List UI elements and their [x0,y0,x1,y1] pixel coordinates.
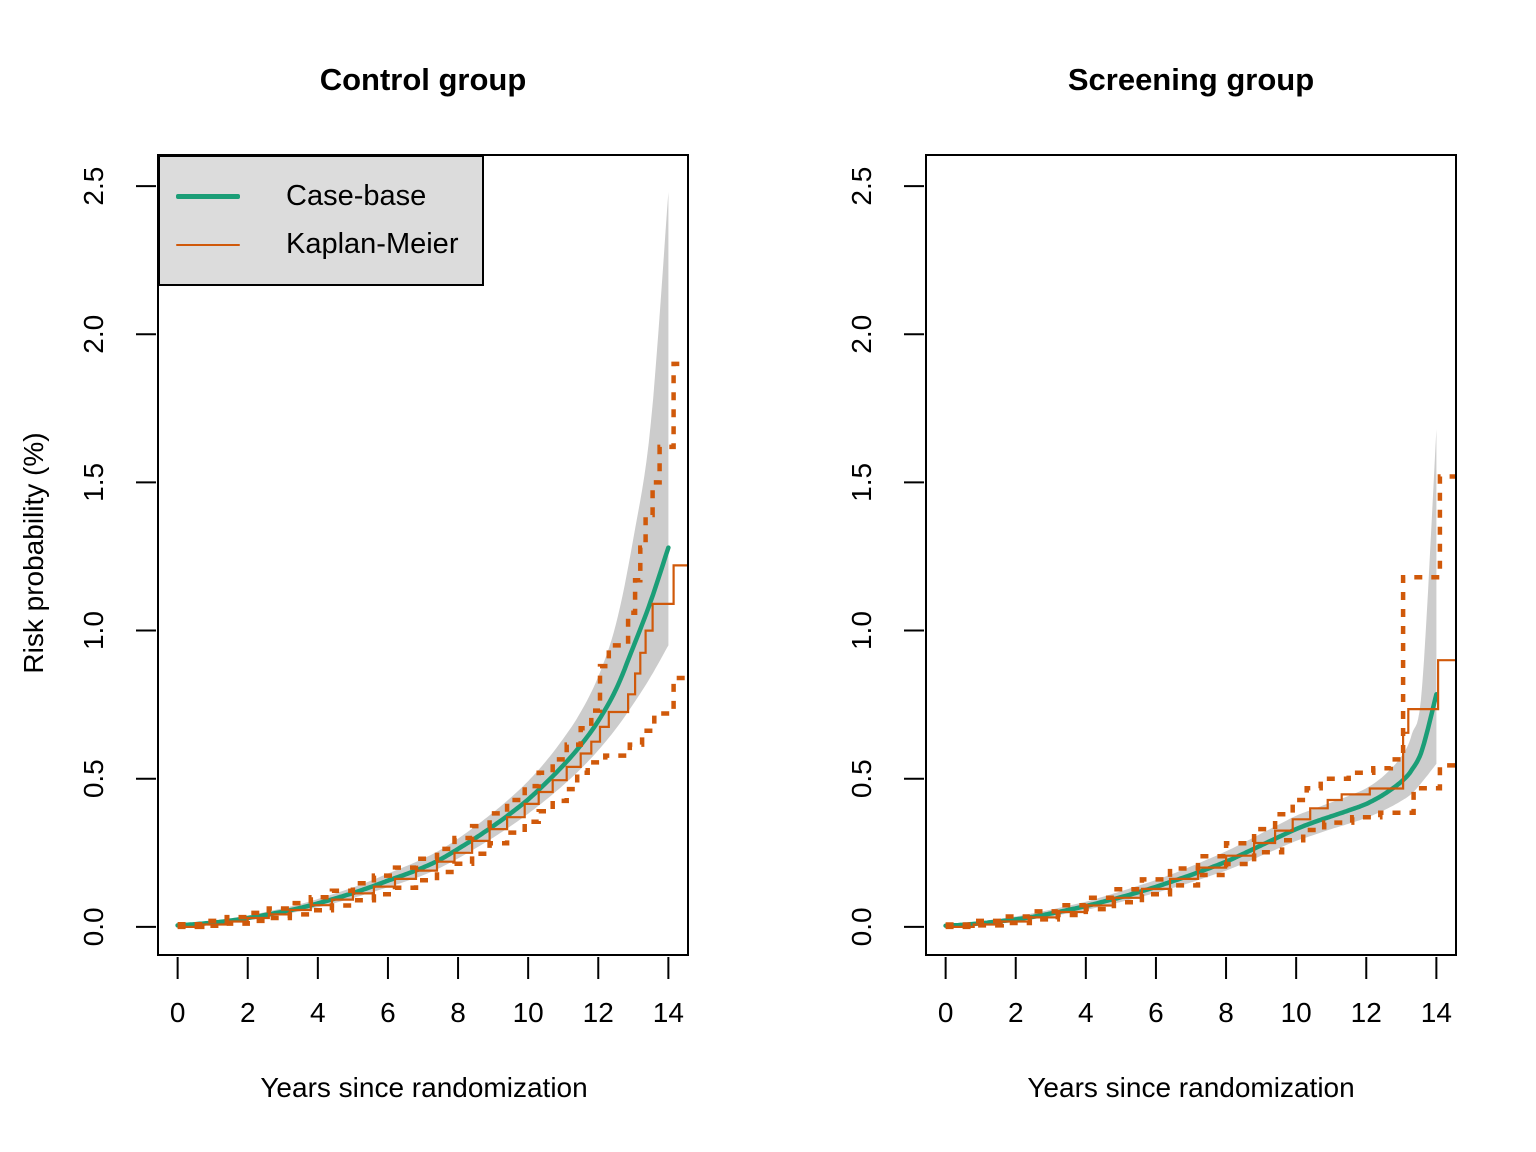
x-axis-title-control: Years since randomization [260,1072,588,1103]
x-tick-label: 12 [583,997,614,1028]
y-axis-title: Risk probability (%) [18,432,49,674]
legend-item-case-base: Case-base [160,180,482,214]
y-tick-label: 1.0 [78,611,109,650]
x-tick-label: 2 [240,997,256,1028]
x-tick-label: 0 [938,997,954,1028]
legend-label-case-base: Case-base [286,180,427,212]
x-tick-label: 6 [1148,997,1164,1028]
case-base-line-icon [160,194,256,199]
x-tick-label: 6 [380,997,396,1028]
y-tick-label: 2.0 [78,315,109,354]
plot-area-screening: 0 2 4 6 8 10 12 14 0.0 0.5 1.0 1.5 2.0 2.5 [846,154,1457,1028]
x-tick-label: 10 [513,997,544,1028]
km-lower-ci-curve [177,675,688,930]
x-tick-label: 12 [1351,997,1382,1028]
y-tick-label: 2.5 [78,167,109,206]
y-tick-label: 0.5 [78,759,109,798]
x-tick-label: 10 [1281,997,1312,1028]
x-tick-label: 14 [653,997,684,1028]
x-axis-title-screening: Years since randomization [1027,1072,1355,1103]
y-tick-label: 1.5 [78,463,109,502]
y-tick-label: 2.0 [846,315,877,354]
kaplan-meier-curve [945,659,1456,928]
x-tick-label: 4 [310,997,326,1028]
km-upper-ci-curve [177,361,688,927]
x-tick-label: 14 [1421,997,1452,1028]
plot-box [925,154,1457,956]
y-tick-label: 2.5 [846,167,877,206]
x-tick-label: 8 [450,997,466,1028]
y-tick-label: 0.5 [846,759,877,798]
plot-area-control: 0 2 4 6 8 10 12 14 0.0 0.5 1.0 1.5 2.0 2.5 [78,154,689,1028]
case-base-confidence-band [177,192,669,926]
kaplan-meier-curve [177,564,688,928]
y-tick-label: 1.0 [846,611,877,650]
x-tick-label: 8 [1218,997,1234,1028]
case-base-curve [175,545,671,928]
x-tick-label: 4 [1078,997,1094,1028]
case-base-confidence-band [945,429,1437,927]
y-tick-label: 0.0 [846,907,877,946]
y-tick-label: 1.5 [846,463,877,502]
panel-title-screening: Screening group [1067,62,1315,97]
km-upper-ci-curve [945,474,1456,927]
legend-item-kaplan-meier: Kaplan-Meier [160,228,482,262]
y-tick-label: 0.0 [78,907,109,946]
panel-title-control: Control group [319,62,527,97]
x-tick-label: 0 [170,997,186,1028]
x-tick-label: 2 [1008,997,1024,1028]
kaplan-meier-line-icon [160,243,256,246]
legend-label-kaplan-meier: Kaplan-Meier [286,228,459,260]
legend: Case-base Kaplan-Meier [158,155,484,286]
